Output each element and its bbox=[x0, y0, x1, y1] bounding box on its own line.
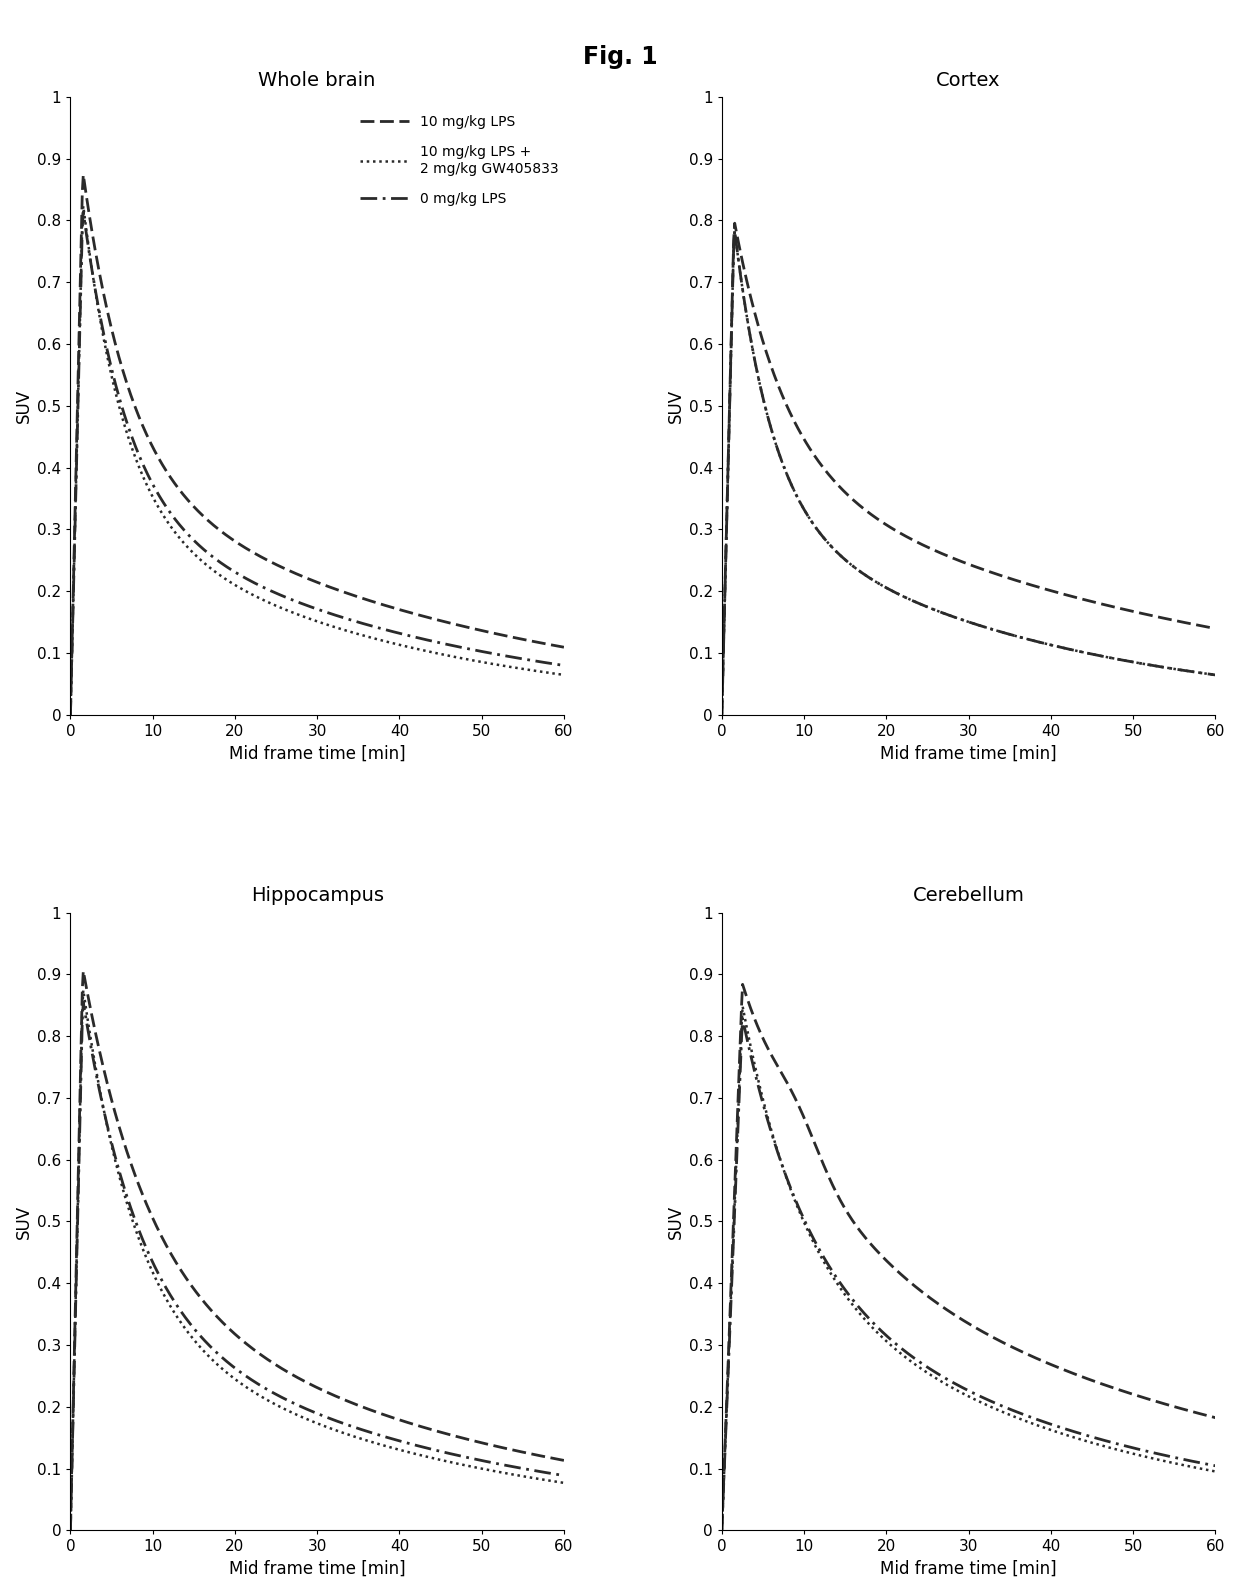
Y-axis label: SUV: SUV bbox=[15, 1204, 33, 1238]
X-axis label: Mid frame time [min]: Mid frame time [min] bbox=[229, 1560, 405, 1579]
X-axis label: Mid frame time [min]: Mid frame time [min] bbox=[229, 744, 405, 763]
Title: Whole brain: Whole brain bbox=[258, 70, 376, 89]
Y-axis label: SUV: SUV bbox=[666, 1204, 684, 1238]
X-axis label: Mid frame time [min]: Mid frame time [min] bbox=[880, 1560, 1056, 1579]
X-axis label: Mid frame time [min]: Mid frame time [min] bbox=[880, 744, 1056, 763]
Text: Fig. 1: Fig. 1 bbox=[583, 45, 657, 68]
Y-axis label: SUV: SUV bbox=[15, 389, 33, 422]
Title: Cerebellum: Cerebellum bbox=[913, 886, 1024, 905]
Legend: 10 mg/kg LPS, 10 mg/kg LPS +
2 mg/kg GW405833, 0 mg/kg LPS: 10 mg/kg LPS, 10 mg/kg LPS + 2 mg/kg GW4… bbox=[355, 110, 564, 212]
Title: Hippocampus: Hippocampus bbox=[250, 886, 383, 905]
Title: Cortex: Cortex bbox=[936, 70, 1001, 89]
Y-axis label: SUV: SUV bbox=[666, 389, 684, 422]
